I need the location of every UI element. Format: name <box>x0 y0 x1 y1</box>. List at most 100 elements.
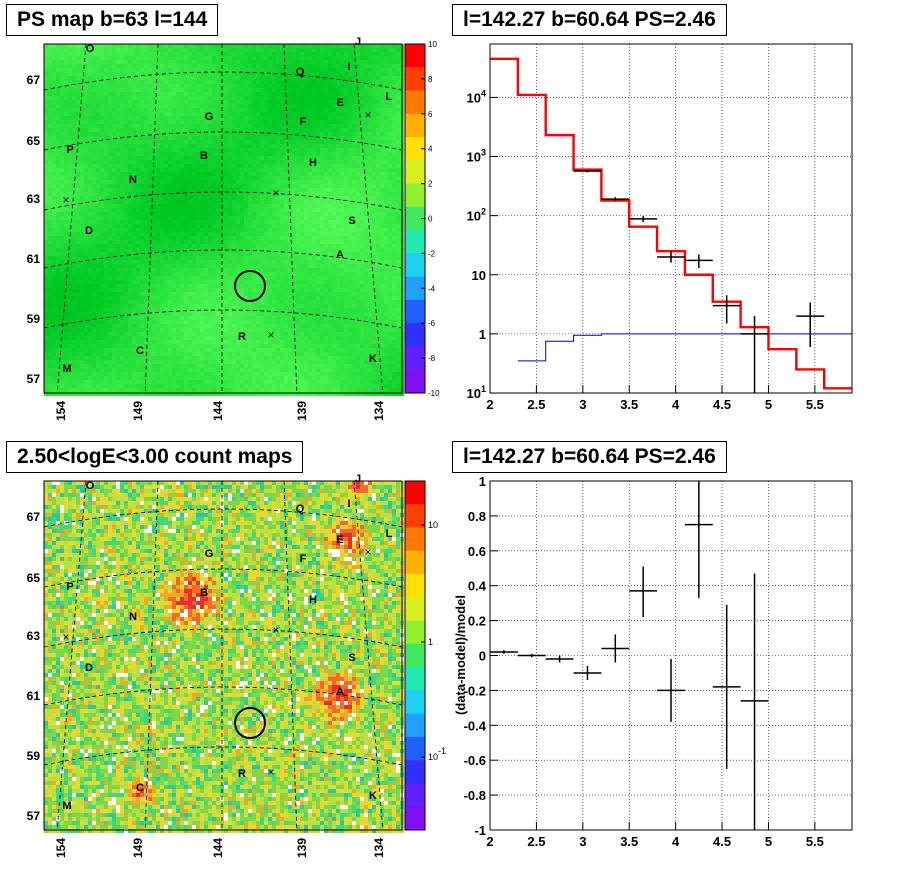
source-label-S: S <box>348 652 355 664</box>
source-label-G: G <box>205 111 214 123</box>
colorbar-tick-label: -8 <box>428 354 436 363</box>
y-axis-label: (data-model)/model <box>453 595 468 715</box>
data-point <box>573 169 602 173</box>
ps-map-title: PS map b=63 l=144 <box>6 4 219 36</box>
cnt-lat-line <box>43 746 403 766</box>
source-label-O: O <box>86 43 95 55</box>
colorbar-tick-label: -2 <box>428 249 436 258</box>
colorbar-band <box>405 137 425 161</box>
y-tick-label: 101 <box>467 384 486 401</box>
colorbar-band <box>405 481 425 505</box>
count-map-chart: O J Q I E L G F P B H N S D A R C K M × × × × 154 149 144 139 134 67… <box>27 473 446 858</box>
x-tick-label: 154 <box>54 401 68 421</box>
ps-lat-line <box>43 249 403 269</box>
cross-marker: × <box>267 328 274 342</box>
ps-lat-line <box>43 71 403 91</box>
source-label-O: O <box>86 480 95 492</box>
source-label-R: R <box>238 768 246 780</box>
residual-point <box>517 653 546 658</box>
data-point <box>629 216 658 223</box>
cnt-lon-line <box>283 480 298 831</box>
x-tick-label: 4.5 <box>713 397 731 412</box>
source-label-L: L <box>386 528 393 540</box>
source-label-G: G <box>205 548 214 560</box>
ps-lat-line <box>43 191 403 211</box>
y-tick-label: -0.4 <box>464 718 487 733</box>
source-label-D: D <box>85 662 93 674</box>
colorbar-tick-label: 1 <box>428 637 433 647</box>
y-tick-label: 65 <box>27 134 41 148</box>
colorbar-band <box>405 597 425 622</box>
y-tick-label: 0.4 <box>468 579 487 594</box>
x-tick-label: 139 <box>295 838 309 858</box>
cnt-lat-line <box>43 628 403 648</box>
spectrum-grid <box>489 44 852 393</box>
x-tick-label: 144 <box>211 401 225 421</box>
y-tick-label: -0.2 <box>464 683 486 698</box>
source-model-line <box>517 333 852 362</box>
cross-marker: × <box>62 630 69 644</box>
residual-point <box>490 650 518 654</box>
x-tick-label: 154 <box>54 838 68 858</box>
residual-point <box>740 573 769 830</box>
source-label-D: D <box>85 225 93 237</box>
y-tick-label: -0.8 <box>464 788 486 803</box>
x-tick-label: 5.5 <box>806 397 824 412</box>
ps-map-pixels <box>44 44 404 396</box>
colorbar-tick-label: 4 <box>428 145 433 154</box>
cnt-map-pixels <box>44 481 404 833</box>
x-tick-label: 5 <box>765 834 772 849</box>
source-label-L: L <box>386 91 393 103</box>
source-label-K: K <box>369 790 377 802</box>
x-tick-label: 4 <box>672 834 680 849</box>
source-label-P: P <box>66 581 73 593</box>
colorbar-tick-label: -6 <box>428 319 436 328</box>
cnt-lat-line <box>43 686 403 706</box>
cnt-lon-line <box>56 480 87 831</box>
colorbar-tick-label: 0 <box>428 215 433 224</box>
residual-chart: 2 2.5 3 3.5 4 4.5 5 5.5 1 0.8 0.6 0.4 0.2 0 -0.2 -0.4 -0… <box>453 474 853 849</box>
x-tick-label: 149 <box>131 838 145 858</box>
colorbar-band <box>405 323 425 347</box>
colorbar-tick-label: 10-1 <box>428 746 446 762</box>
colorbar-band <box>405 276 425 301</box>
data-point <box>657 251 685 263</box>
colorbar-band <box>405 206 425 231</box>
source-label-H: H <box>309 157 317 169</box>
x-tick-label: 5.5 <box>806 834 824 849</box>
x-tick-label: 4.5 <box>713 834 731 849</box>
source-label-B: B <box>200 150 208 162</box>
x-tick-label: 144 <box>211 838 225 858</box>
x-tick-label: 3.5 <box>620 397 638 412</box>
x-tick-label: 149 <box>131 401 145 421</box>
colorbar-band <box>405 183 425 208</box>
source-label-M: M <box>62 800 71 812</box>
residual-point <box>573 665 602 680</box>
y-tick-label: 57 <box>27 372 41 386</box>
source-label-E: E <box>336 97 343 109</box>
cnt-lon-line <box>353 480 384 831</box>
colorbar-band <box>405 44 425 68</box>
cross-marker: × <box>267 765 274 779</box>
ps-lat-line <box>43 309 403 329</box>
cnt-map-grid <box>43 480 403 831</box>
colorbar-band <box>405 550 425 575</box>
ps-map-grid <box>43 43 403 394</box>
colorbar-band <box>405 67 425 92</box>
target-circle <box>234 270 266 302</box>
y-tick-label: 10 <box>472 268 486 283</box>
target-circle <box>234 707 266 739</box>
colorbar-band <box>405 690 425 715</box>
y-tick-label: 65 <box>27 571 41 585</box>
data-point <box>684 254 713 269</box>
residual-point <box>629 566 658 618</box>
colorbar-band <box>405 620 425 645</box>
cnt-map-frame <box>43 480 403 831</box>
x-tick-label: 4 <box>672 397 680 412</box>
y-tick-label: -0.6 <box>464 753 486 768</box>
cross-marker: × <box>364 545 371 559</box>
x-tick-label: 134 <box>372 838 386 858</box>
colorbar-band <box>405 299 425 324</box>
spectrum-frame <box>489 43 853 394</box>
y-tick-label: 63 <box>27 192 41 206</box>
